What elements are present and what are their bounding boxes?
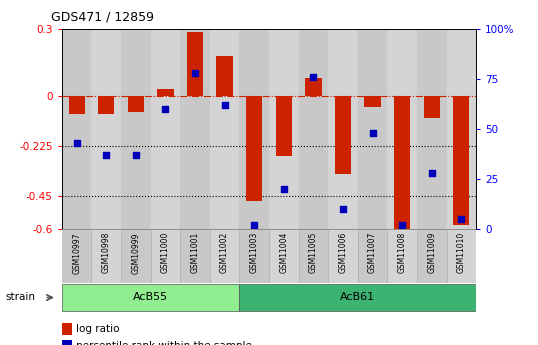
Text: GSM11000: GSM11000 <box>161 232 170 274</box>
Bar <box>91 229 121 283</box>
Text: GSM11002: GSM11002 <box>220 232 229 273</box>
Bar <box>239 229 269 283</box>
Bar <box>364 96 381 107</box>
Point <box>102 152 111 158</box>
Bar <box>151 29 180 229</box>
Bar <box>157 89 174 96</box>
Text: GSM10999: GSM10999 <box>131 232 140 274</box>
Bar <box>447 29 476 229</box>
Bar <box>239 29 269 229</box>
Bar <box>275 96 292 156</box>
Bar <box>358 29 387 229</box>
Bar <box>91 29 121 229</box>
Bar <box>423 96 440 118</box>
Bar <box>62 284 239 311</box>
Bar <box>387 229 417 283</box>
Text: GSM11001: GSM11001 <box>190 232 200 273</box>
Point <box>457 217 465 222</box>
Bar <box>305 78 322 96</box>
Text: AcB55: AcB55 <box>133 292 168 302</box>
Point <box>190 71 199 76</box>
Bar <box>328 29 358 229</box>
Bar <box>180 229 210 283</box>
Point <box>279 187 288 192</box>
Text: strain: strain <box>5 292 36 302</box>
Bar <box>335 96 351 174</box>
Text: log ratio: log ratio <box>76 324 120 334</box>
Bar <box>62 323 72 335</box>
Text: AcB61: AcB61 <box>340 292 376 302</box>
Text: GDS471 / 12859: GDS471 / 12859 <box>51 10 154 23</box>
Point <box>131 152 140 158</box>
Bar <box>269 229 299 283</box>
Text: GSM11004: GSM11004 <box>279 232 288 274</box>
Bar <box>68 96 85 114</box>
Bar <box>62 229 91 283</box>
Point <box>72 141 81 146</box>
Point <box>427 171 436 176</box>
Bar <box>387 29 417 229</box>
Text: GSM10998: GSM10998 <box>102 232 111 274</box>
Bar <box>453 96 470 225</box>
Point <box>309 75 317 80</box>
Bar <box>246 96 263 200</box>
Bar <box>299 29 328 229</box>
Bar <box>180 29 210 229</box>
Bar <box>121 229 151 283</box>
Point <box>398 223 406 228</box>
Bar <box>128 96 144 111</box>
Text: percentile rank within the sample: percentile rank within the sample <box>76 341 252 345</box>
Text: GSM11008: GSM11008 <box>398 232 407 273</box>
Bar <box>269 29 299 229</box>
Bar <box>151 229 180 283</box>
Bar <box>62 340 72 345</box>
Point <box>220 102 229 108</box>
Text: GSM10997: GSM10997 <box>72 232 81 274</box>
Bar <box>417 29 447 229</box>
Bar <box>121 29 151 229</box>
Bar <box>299 229 328 283</box>
Text: GSM11009: GSM11009 <box>427 232 436 274</box>
Bar <box>98 96 115 114</box>
Point <box>161 107 170 112</box>
Text: GSM11010: GSM11010 <box>457 232 466 273</box>
Bar <box>447 229 476 283</box>
Bar <box>358 229 387 283</box>
Point <box>339 207 348 212</box>
Bar <box>62 29 91 229</box>
Bar <box>210 29 239 229</box>
Text: GSM11006: GSM11006 <box>338 232 348 274</box>
Bar <box>216 56 233 96</box>
Point <box>250 223 258 228</box>
Text: GSM11003: GSM11003 <box>250 232 259 274</box>
Text: GSM11005: GSM11005 <box>309 232 318 274</box>
Bar <box>328 229 358 283</box>
Bar <box>187 31 203 96</box>
Point <box>368 131 377 136</box>
Bar <box>417 229 447 283</box>
Bar <box>394 96 410 229</box>
Bar <box>239 284 476 311</box>
Bar <box>210 229 239 283</box>
Text: GSM11007: GSM11007 <box>368 232 377 274</box>
